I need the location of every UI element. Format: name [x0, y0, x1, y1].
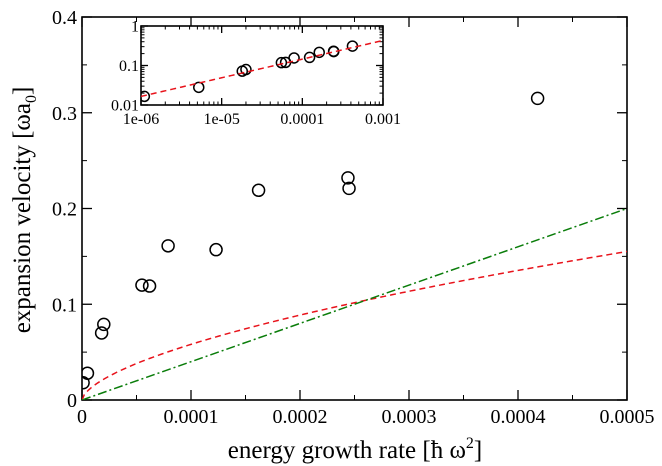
main-x-ticks: 0 0.0001 0.0002 0.0003 0.0004 0.0005 [77, 17, 655, 428]
y-axis-label: expansion velocity [ωa0] [9, 87, 40, 334]
dash-dot-line [82, 207, 627, 400]
inset-y-ticks: 0.01 0.1 1 [111, 19, 383, 115]
main-series-layer [82, 91, 627, 400]
data-point [161, 239, 175, 253]
x-tick-label: 0.001 [365, 111, 401, 128]
data-point [327, 45, 340, 58]
data-point [530, 91, 545, 106]
data-point [135, 278, 149, 292]
dashed-fit-curve [141, 39, 383, 98]
x-tick-label: 0.0003 [382, 406, 437, 428]
x-tick-label: 0.0002 [273, 406, 328, 428]
x-axis-label: energy growth rate [ħ ω2] [228, 435, 482, 464]
y-tick-label: 0.2 [52, 199, 77, 221]
data-point [94, 326, 109, 340]
data-point [97, 317, 111, 332]
y-tick-label: 0 [67, 390, 77, 412]
data-point [209, 242, 223, 257]
x-tick-label: 0.0001 [280, 111, 324, 128]
y-tick-label: 0.3 [52, 103, 77, 125]
y-tick-label: 0.1 [52, 294, 77, 316]
inset-plot: 1e-06 1e-05 0.0001 0.001 0.01 0.1 1 [111, 19, 401, 128]
data-point [275, 56, 288, 69]
data-point [193, 81, 205, 94]
x-tick-label: 0.0005 [600, 406, 655, 428]
data-point [141, 90, 151, 103]
y-tick-label: 1 [131, 19, 139, 36]
data-point [342, 181, 356, 196]
x-tick-label: 1e-06 [123, 111, 159, 128]
x-tick-label: 0 [77, 406, 87, 428]
data-point [313, 46, 325, 59]
data-point [341, 171, 355, 185]
data-point [288, 52, 300, 64]
x-tick-label: 1e-05 [203, 111, 239, 128]
y-tick-label: 0.1 [119, 58, 139, 75]
inset-plot-background [141, 26, 383, 105]
main-plot: 0 0.0001 0.0002 0.0003 0.0004 0.0005 00.10.20… [9, 7, 655, 464]
dashed-fit-curve [82, 250, 627, 400]
data-point [251, 183, 266, 198]
x-tick-label: 0.0004 [491, 406, 546, 428]
data-point [82, 366, 95, 380]
x-tick-label: 0.0001 [164, 406, 219, 428]
y-tick-label: 0.01 [111, 98, 139, 115]
inset-series-layer [141, 39, 383, 103]
data-point [142, 279, 157, 293]
inset-x-ticks: 1e-06 1e-05 0.0001 0.001 [123, 26, 401, 128]
data-point [303, 51, 316, 64]
main-y-ticks: 0 0.1 0.2 0.3 0.4 [52, 7, 627, 412]
data-point [240, 63, 252, 76]
y-tick-label: 0.4 [52, 7, 77, 29]
